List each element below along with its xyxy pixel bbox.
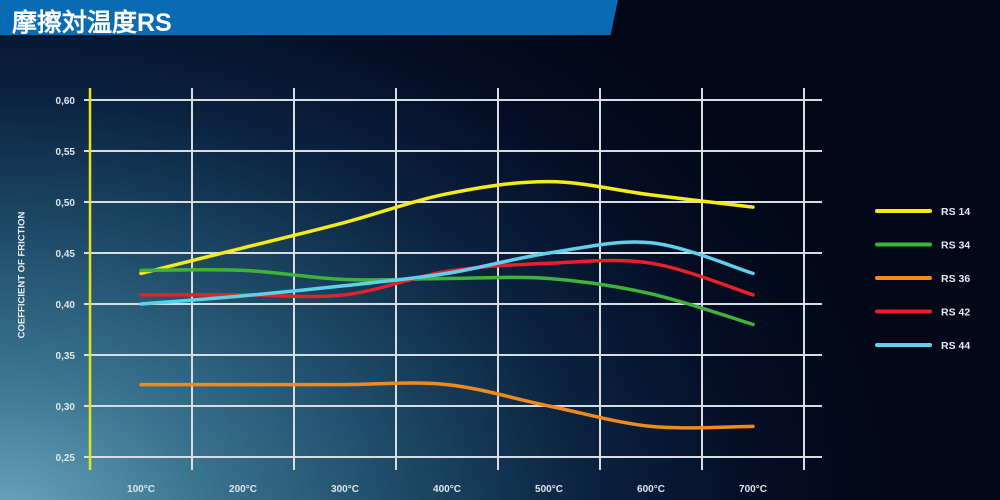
- x-tick-label: 600°C: [637, 484, 665, 495]
- x-tick-label: 500°C: [535, 484, 563, 495]
- y-tick-label: 0,60: [56, 96, 76, 107]
- y-tick-label: 0,25: [56, 453, 76, 464]
- y-tick-label: 0,55: [56, 147, 76, 158]
- x-tick-label: 300°C: [331, 484, 359, 495]
- page-title: 摩擦対温度RS: [12, 9, 172, 37]
- legend-label: RS 44: [941, 340, 970, 352]
- legend-label: RS 42: [941, 307, 970, 319]
- x-tick-label: 700°C: [739, 484, 767, 495]
- series-line-rs34: [139, 267, 755, 327]
- legend-label: RS 34: [941, 240, 970, 252]
- y-tick-label: 0,40: [56, 300, 76, 311]
- y-tick-label: 0,30: [56, 402, 76, 413]
- x-tick-label: 200°C: [229, 484, 257, 495]
- legend-label: RS 36: [941, 273, 970, 285]
- y-tick-label: 0,50: [56, 198, 76, 209]
- x-tick-label: 100°C: [127, 484, 155, 495]
- series-line-rs14: [139, 179, 755, 276]
- x-tick-label: 400°C: [433, 484, 461, 495]
- legend-label: RS 14: [941, 206, 970, 218]
- title-banner: [0, 0, 618, 35]
- y-tick-label: 0,45: [56, 249, 76, 260]
- y-tick-label: 0,35: [56, 351, 76, 362]
- series-line-rs44: [139, 240, 755, 306]
- series-line-rs36: [139, 381, 755, 430]
